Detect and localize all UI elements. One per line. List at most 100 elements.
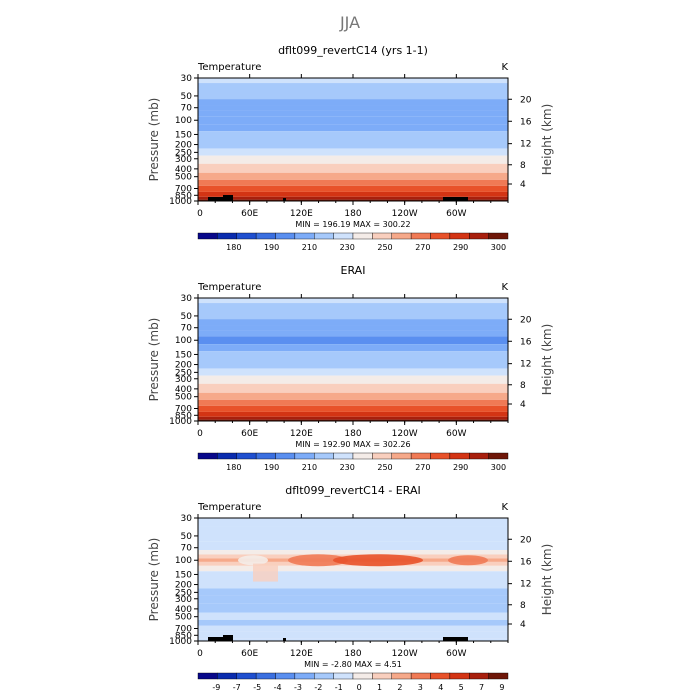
heatmap-layer [198,565,508,572]
terrain-mask [283,198,286,201]
y-tick-label: 70 [181,324,193,334]
colorbar-label: 300 [491,243,506,252]
heatmap-layer [198,191,508,197]
colorbar-label: -3 [294,683,302,692]
colorbar-swatch [372,452,392,460]
y-right-tick-label: 16 [520,117,532,127]
y-tick-label: 200 [175,361,192,371]
contour-blob [288,554,348,567]
heatmap-layer [198,625,508,632]
contour-blob [448,555,488,566]
heatmap-layer [198,105,508,111]
y-tick-label: 250 [175,368,192,378]
heatmap-layer [198,139,508,149]
colorbar-swatch [449,452,470,460]
x-tick-label: 120W [392,649,418,659]
y-right-tick-label: 4 [520,400,526,410]
heatmap-layer [198,526,508,542]
y-tick-label: 30 [181,514,193,524]
heatmap-layer [198,336,508,345]
colorbar-label: -5 [253,683,261,692]
heatmap-layer [198,550,508,555]
colorbar-label: 190 [264,243,279,252]
y-axis-label: Pressure (mb) [147,98,161,182]
terrain-mask [443,637,468,641]
colorbar-swatch [294,452,315,460]
y-right-tick-label: 20 [520,315,532,325]
panel-title: dflt099_revertC14 (yrs 1-1) [278,44,428,57]
colorbar-swatch [352,452,373,460]
terrain-mask [208,197,228,201]
colorbar-label: 1 [377,683,382,692]
panels: dflt099_revertC14 (yrs 1-1) Temperature K 3… [147,44,554,692]
y-tick-label: 150 [175,130,192,140]
colorbar-swatch [391,232,412,240]
y-tick-label: 1000 [169,417,192,427]
heatmap-layer [198,619,508,626]
colorbar-label: 270 [415,243,430,252]
heatmap-layer [198,92,508,100]
y-tick-label: 400 [175,385,192,395]
heatmap-layer [198,344,508,352]
panel-variable-label: Temperature [197,282,261,293]
x-tick-label: 120E [290,429,313,439]
colorbar-label: 5 [459,683,464,692]
colorbar-label: 7 [479,683,484,692]
colorbar-label: -2 [314,683,322,692]
colorbar-swatch [197,672,218,680]
heatmap-layer [198,383,508,393]
colorbar-swatch [314,452,334,460]
contour-blob [238,555,268,566]
colorbar-label: 190 [264,463,279,472]
panel-1: dflt099_revertC14 (yrs 1-1) Temperature K 3… [147,44,554,252]
heatmap-field [198,78,508,201]
x-tick-label: 180 [344,649,361,659]
y-right-tick-label: 8 [520,161,526,171]
heatmap-layer [198,330,508,337]
colorbar-label: 0 [357,683,362,692]
heatmap-layer [198,325,508,331]
colorbar-swatch [255,452,276,460]
y-right-tick-label: 12 [520,140,531,150]
y-right-tick-label: 20 [520,535,532,545]
x-tick-label: 60W [446,429,466,439]
y-tick-label: 500 [175,393,192,403]
colorbar-swatch [197,452,218,460]
heatmap-layer [198,612,508,620]
panel-variable-label: Temperature [197,502,261,513]
heatmap-layer [198,83,508,93]
heatmap-layer [198,110,508,117]
heatmap-layer [198,368,508,376]
y-tick-label: 1000 [169,197,192,207]
colorbar-swatch [197,232,218,240]
y-tick-label: 300 [175,375,192,385]
colorbar-label: 180 [226,463,241,472]
colorbar-label: 180 [226,243,241,252]
x-tick-label: 180 [344,209,361,219]
stats-label: MIN = -2.80 MAX = 4.51 [304,660,402,669]
x-tick-label: 120W [392,429,418,439]
colorbar-label: 210 [302,243,317,252]
heatmap-layer [198,375,508,384]
colorbar-swatch [314,232,334,240]
x-tick-label: 60W [446,649,466,659]
colorbar-label: 250 [377,243,392,252]
x-tick-label: 120E [290,209,313,219]
y-right-tick-label: 16 [520,337,532,347]
heatmap-layer [198,131,508,140]
y-tick-label: 150 [175,570,192,580]
heatmap-layer [198,405,508,412]
y-tick-label: 100 [175,116,192,126]
y-tick-label: 70 [181,104,193,114]
stats-label: MIN = 196.19 MAX = 300.22 [295,220,410,229]
colorbar-swatch [410,452,431,460]
x-tick-label: 0 [197,649,203,659]
colorbar-label: -9 [212,683,220,692]
heatmap-layer [198,298,508,304]
heatmap-layer [198,148,508,156]
heatmap-layer [198,638,508,641]
colorbar-swatch [488,232,509,240]
colorbar-label: 2 [397,683,402,692]
heatmap-layer [198,631,508,639]
y-right-tick-label: 20 [520,95,532,105]
